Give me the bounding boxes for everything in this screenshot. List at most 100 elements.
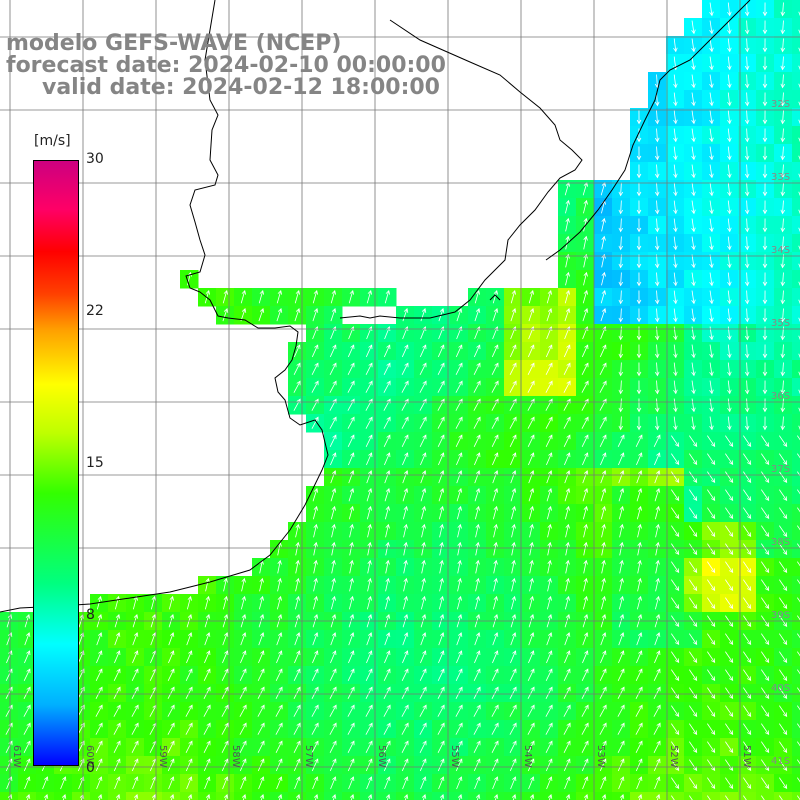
wind-arrow xyxy=(438,488,445,502)
wind-arrow xyxy=(654,290,660,305)
wind-cell xyxy=(792,180,800,199)
wind-arrow xyxy=(618,776,625,790)
wind-arrow xyxy=(419,740,427,753)
wind-cell xyxy=(144,792,163,800)
wind-arrow xyxy=(510,650,517,664)
wind-arrow xyxy=(347,704,355,717)
wind-cell xyxy=(630,792,649,800)
wind-cell xyxy=(792,432,800,451)
wind-arrow xyxy=(582,470,589,484)
wind-arrow xyxy=(780,398,786,413)
wind-arrow xyxy=(742,435,752,448)
wind-arrow xyxy=(742,489,752,502)
wind-arrow xyxy=(688,489,698,502)
wind-arrow xyxy=(601,541,606,556)
wind-cell xyxy=(486,792,505,800)
wind-arrow xyxy=(691,38,696,53)
wind-arrow xyxy=(420,452,427,466)
wind-arrow xyxy=(724,489,734,502)
wind-arrow xyxy=(258,776,265,790)
wind-arrow xyxy=(493,559,498,574)
wind-arrow xyxy=(563,704,571,717)
wind-arrow xyxy=(168,632,175,646)
wind-arrow xyxy=(670,579,680,592)
wind-arrow xyxy=(724,777,734,790)
wind-cell xyxy=(792,0,800,19)
wind-arrow xyxy=(796,615,800,621)
wind-cell xyxy=(792,702,800,721)
wind-arrow xyxy=(565,253,570,268)
wind-arrow xyxy=(670,759,680,772)
wind-arrow xyxy=(438,776,445,790)
wind-arrow xyxy=(688,453,698,466)
wind-arrow xyxy=(295,523,300,538)
wind-arrow xyxy=(509,362,517,375)
wind-arrow xyxy=(259,577,264,592)
wind-cell xyxy=(792,558,800,577)
wind-cell xyxy=(216,792,235,800)
wind-arrow xyxy=(546,632,553,646)
lon-label: 56W xyxy=(376,745,387,768)
wind-arrow xyxy=(760,759,770,772)
wind-arrow xyxy=(742,687,752,700)
wind-arrow xyxy=(275,686,283,699)
wind-cell xyxy=(756,792,775,800)
wind-arrow xyxy=(744,272,750,287)
wind-arrow xyxy=(798,65,800,71)
wind-arrow xyxy=(636,380,642,395)
wind-arrow xyxy=(349,577,354,592)
wind-arrow xyxy=(204,632,211,646)
wind-arrow xyxy=(724,795,729,800)
wind-arrow xyxy=(709,110,714,125)
wind-arrow xyxy=(421,523,426,538)
wind-arrow xyxy=(383,686,391,699)
wind-arrow xyxy=(709,182,714,197)
wind-arrow xyxy=(654,200,660,215)
wind-arrow xyxy=(455,344,463,358)
wind-arrow xyxy=(546,488,553,502)
wind-arrow xyxy=(311,704,319,717)
wind-arrow xyxy=(582,650,589,664)
wind-arrow xyxy=(565,577,570,592)
wind-arrow xyxy=(258,289,265,304)
wind-arrow xyxy=(742,705,752,718)
wind-arrow xyxy=(618,452,625,466)
wind-arrow xyxy=(706,633,716,646)
wind-arrow xyxy=(581,686,589,699)
wind-arrow xyxy=(688,759,698,772)
wind-arrow xyxy=(655,559,660,574)
wind-arrow xyxy=(491,758,499,772)
wind-arrow xyxy=(778,489,788,502)
wind-arrow xyxy=(742,777,752,790)
wind-arrow xyxy=(527,686,535,699)
wind-arrow xyxy=(688,687,698,700)
wind-arrow xyxy=(491,686,499,699)
wind-arrow xyxy=(383,434,391,448)
wind-arrow xyxy=(527,344,535,358)
wind-arrow xyxy=(276,308,283,322)
wind-arrow xyxy=(709,398,714,413)
wind-arrow xyxy=(673,362,678,377)
wind-arrow xyxy=(742,759,752,772)
wind-arrow xyxy=(114,776,121,790)
wind-arrow xyxy=(311,722,319,735)
wind-arrow xyxy=(95,668,103,682)
wind-arrow xyxy=(796,651,800,657)
wind-arrow xyxy=(653,668,661,682)
wind-arrow xyxy=(742,507,752,520)
wind-arrow xyxy=(131,722,139,735)
wind-arrow xyxy=(742,453,752,466)
wind-arrow xyxy=(688,471,698,484)
wind-cell xyxy=(774,792,793,800)
wind-arrow xyxy=(654,470,661,484)
wind-arrow xyxy=(186,650,193,664)
wind-arrow xyxy=(617,704,625,717)
wind-arrow xyxy=(385,523,390,538)
wind-arrow xyxy=(636,290,642,305)
wind-arrow xyxy=(744,20,750,35)
wind-arrow xyxy=(439,794,445,800)
wind-arrow xyxy=(742,471,752,484)
wind-arrow xyxy=(187,794,193,800)
wind-arrow xyxy=(131,758,139,772)
wind-arrow xyxy=(619,541,624,556)
